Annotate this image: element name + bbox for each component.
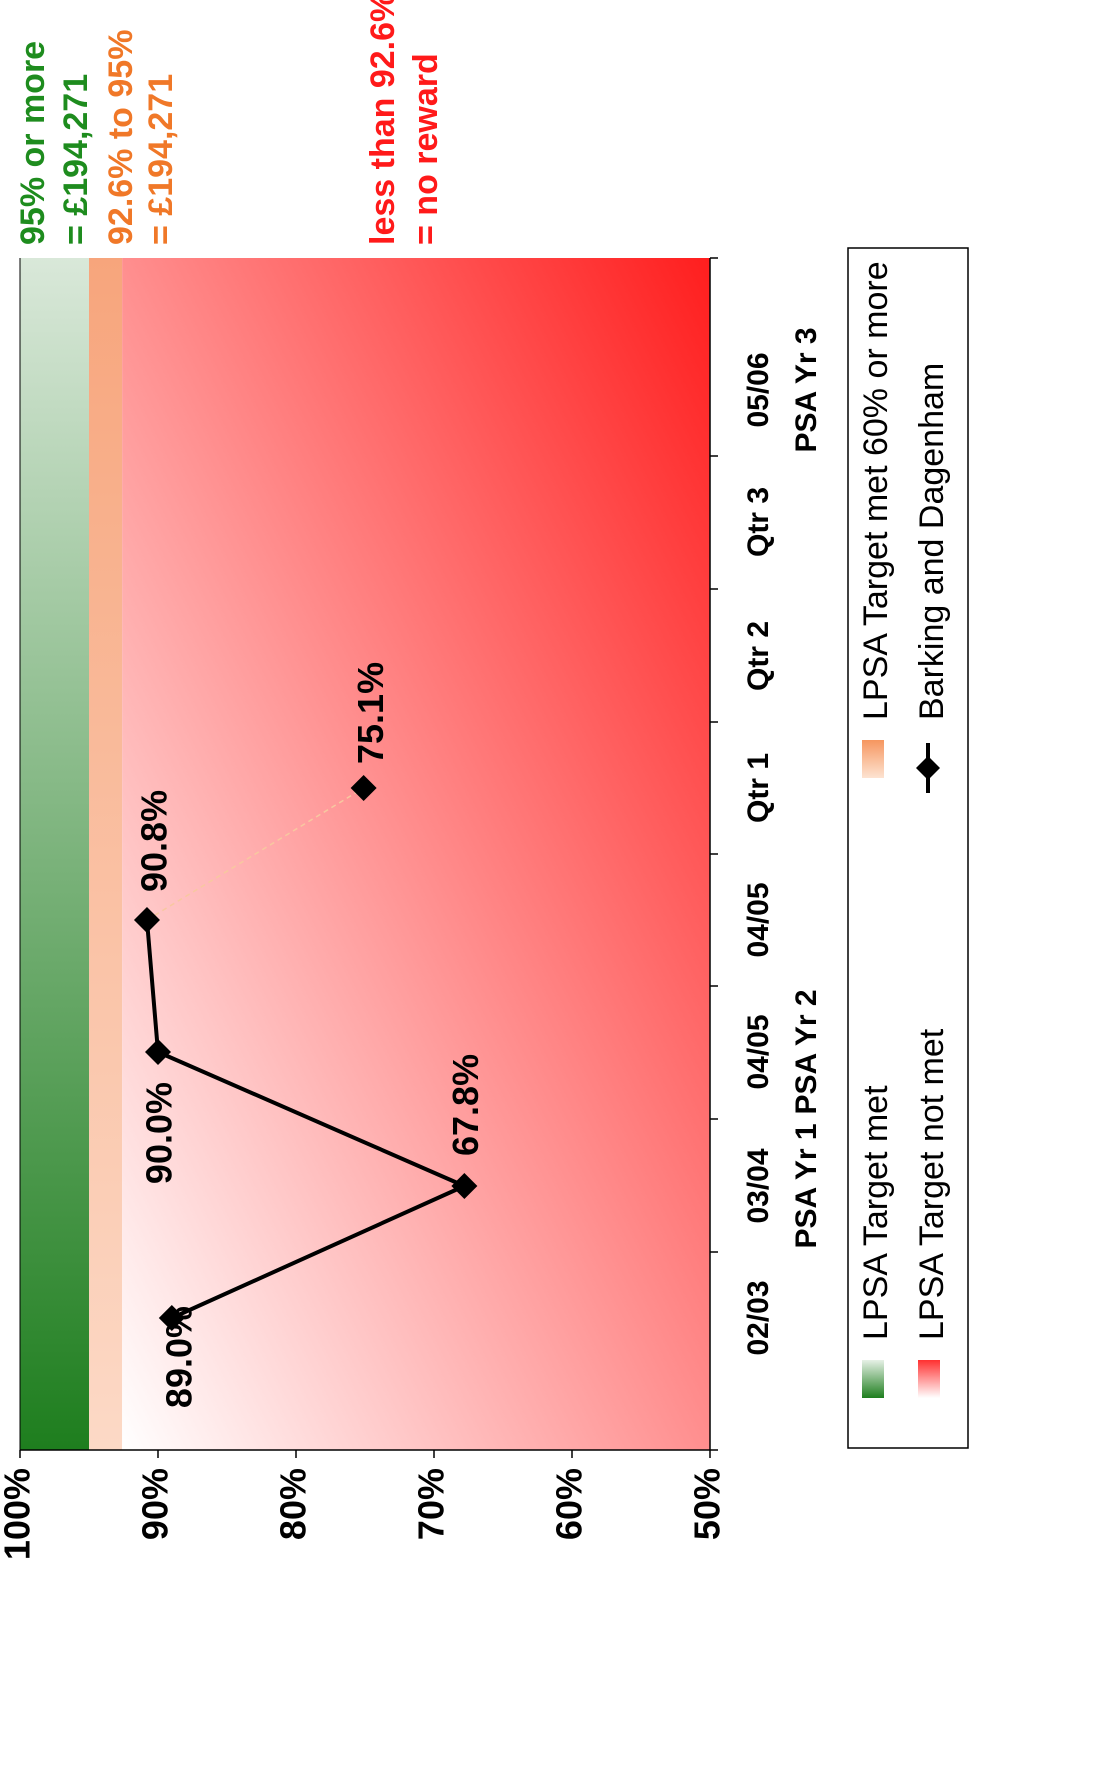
data-point-4	[350, 775, 377, 801]
legend-box	[847, 247, 969, 1449]
category-label-7: 05/06	[742, 352, 775, 427]
period-label-0: PSA Yr 1	[790, 1123, 823, 1248]
value-tick-label: 70%	[411, 1468, 452, 1540]
period-label-1: PSA Yr 2	[790, 989, 823, 1114]
threshold-0-line-0: 95% or more	[14, 41, 52, 245]
threshold-2-line-0: less than 92.6%	[364, 0, 402, 245]
value-tick-label: 100%	[0, 1468, 38, 1560]
data-point-1	[451, 1173, 478, 1199]
data-point-0	[158, 1305, 185, 1331]
legend-swatch-1	[918, 1360, 940, 1398]
value-tick-label: 80%	[273, 1468, 314, 1540]
threshold-1-line-0: 92.6% to 95%	[102, 30, 140, 245]
value-tick-label: 50%	[687, 1468, 728, 1540]
category-label-4: Qtr 1	[742, 753, 775, 823]
legend-label-3: Barking and Dagenham	[913, 363, 951, 720]
band-0	[20, 258, 89, 1450]
legend: LPSA Target met LPSA Target not met LPSA T…	[847, 247, 969, 1449]
threshold-2-line-1: = no reward	[407, 53, 445, 245]
projection-line	[146, 787, 365, 921]
legend-label-2: LPSA Target met 60% or more	[857, 261, 895, 720]
data-label-4: 75.1%	[350, 662, 391, 764]
data-label-3: 90.8%	[133, 790, 174, 892]
data-point-2	[145, 1039, 171, 1065]
legend-swatch-0	[862, 1360, 884, 1398]
band-2	[122, 258, 711, 1450]
series-line	[144, 919, 467, 1320]
axes: 100% 90% 80% 70% 60% 50% 02/03 03/04 04/05 04/05 Q…	[0, 257, 823, 1560]
legend-swatch-2	[862, 740, 884, 778]
data-label-1: 67.8%	[445, 1054, 486, 1156]
data-label-0: 89.0%	[158, 1306, 199, 1408]
threshold-labels: 95% or more = £194,271 92.6% to 95% = £194,…	[14, 0, 445, 245]
legend-swatch-diamond	[916, 756, 940, 780]
target-bands	[20, 258, 711, 1450]
threshold-1-line-1: = £194,271	[142, 74, 180, 245]
data-point-3	[133, 907, 160, 933]
legend-label-0: LPSA Target met	[857, 1085, 895, 1340]
category-label-3: 04/05	[742, 882, 775, 957]
value-tick-label: 90%	[135, 1468, 176, 1540]
value-tick-label: 60%	[549, 1468, 590, 1540]
category-label-5: Qtr 2	[742, 621, 775, 691]
threshold-0-line-1: = £194,271	[57, 74, 95, 245]
category-label-2: 04/05	[742, 1014, 775, 1089]
period-label-2: PSA Yr 3	[790, 327, 823, 452]
band-1	[89, 258, 123, 1450]
data-label-2: 90.0%	[139, 1082, 180, 1184]
category-label-6: Qtr 3	[742, 487, 775, 557]
series-barking-and-dagenham: 89.0% 67.8% 90.0% 90.8% 75.1%	[133, 662, 485, 1408]
legend-label-1: LPSA Target not met	[913, 1028, 951, 1340]
category-label-1: 03/04	[742, 1148, 775, 1223]
category-label-0: 02/03	[742, 1280, 775, 1355]
